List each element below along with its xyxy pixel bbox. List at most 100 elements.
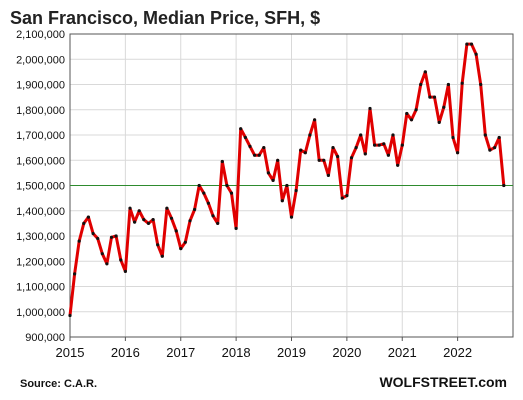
y-tick-label: 1,700,000 (16, 130, 65, 142)
data-point (423, 70, 427, 74)
data-point (405, 111, 409, 116)
data-point (294, 189, 298, 193)
data-point (451, 135, 455, 140)
data-point (469, 42, 474, 46)
y-tick-label: 2,000,000 (16, 54, 65, 66)
x-tick-label: 2018 (222, 345, 251, 360)
data-point (119, 258, 123, 262)
y-tick-label: 1,500,000 (16, 181, 65, 193)
data-point (174, 229, 178, 233)
y-tick-label: 1,200,000 (16, 256, 65, 268)
data-point (271, 178, 275, 182)
data-point (211, 214, 215, 218)
data-point (396, 163, 400, 167)
data-point (160, 254, 164, 258)
data-point (248, 144, 252, 148)
data-point (86, 215, 90, 219)
y-axis-ticks: 900,000 1,000,000 1,100,000 1,200,000 1,300,… (16, 29, 65, 344)
data-point (419, 82, 423, 87)
y-tick-label: 900,000 (25, 332, 65, 344)
brand-label: WOLFSTREET.com (379, 374, 507, 390)
data-point (234, 226, 238, 230)
data-point (391, 133, 395, 137)
data-point (340, 196, 344, 200)
data-point (317, 158, 321, 162)
y-tick-label: 1,900,000 (16, 80, 65, 92)
y-tick-label: 1,400,000 (16, 206, 65, 218)
data-point (183, 240, 187, 244)
y-tick-label: 1,100,000 (16, 282, 65, 294)
data-point (442, 105, 446, 109)
data-point (386, 153, 390, 157)
data-point (377, 143, 381, 147)
data-point (368, 106, 372, 111)
x-tick-label: 2021 (388, 345, 417, 360)
y-tick-label: 1,000,000 (16, 307, 65, 319)
data-point (474, 52, 478, 56)
data-point (437, 120, 441, 124)
data-point (114, 234, 118, 238)
series-markers (68, 42, 506, 318)
data-point (257, 153, 261, 157)
data-point (229, 191, 234, 195)
data-point (456, 151, 460, 155)
data-point (137, 209, 141, 213)
data-point (109, 235, 114, 239)
data-point (82, 221, 86, 225)
data-point (266, 171, 270, 175)
data-point (382, 142, 386, 146)
data-point (73, 272, 77, 276)
data-point (285, 183, 289, 188)
x-tick-label: 2019 (277, 345, 306, 360)
x-tick-label: 2017 (166, 345, 195, 360)
data-point (165, 206, 169, 210)
data-point (354, 146, 358, 150)
data-point (432, 95, 437, 99)
data-point (123, 269, 127, 273)
source-note: Source: C.A.R. (20, 378, 97, 390)
data-point (133, 220, 137, 224)
x-tick-label: 2015 (56, 345, 85, 360)
data-point (373, 143, 377, 147)
data-point (313, 118, 317, 122)
data-point (239, 127, 243, 131)
data-point (105, 262, 109, 266)
data-point (414, 108, 418, 112)
data-point (202, 191, 206, 195)
data-point (460, 81, 464, 85)
y-tick-label: 1,800,000 (16, 105, 65, 117)
data-point (188, 219, 192, 223)
data-point (488, 148, 492, 152)
data-point (483, 133, 487, 137)
data-point (363, 152, 367, 156)
data-point (479, 82, 483, 87)
chart-title: San Francisco, Median Price, SFH, $ (10, 8, 320, 28)
data-point (308, 133, 312, 137)
data-point (465, 42, 469, 46)
data-point (100, 252, 104, 256)
data-point (262, 146, 266, 150)
data-point (179, 247, 183, 251)
x-axis-ticks: 2015 2016 2017 2018 2019 2020 2021 2022 (56, 337, 472, 360)
data-point (331, 146, 335, 150)
y-tick-label: 2,100,000 (16, 29, 65, 41)
data-point (220, 159, 224, 164)
data-point (446, 82, 450, 87)
data-point (243, 135, 247, 140)
data-point (216, 221, 220, 225)
x-tick-label: 2016 (111, 345, 140, 360)
y-tick-label: 1,600,000 (16, 155, 65, 167)
data-point (400, 143, 404, 147)
data-point (68, 313, 72, 318)
data-point (322, 158, 326, 162)
x-tick-label: 2022 (443, 345, 472, 360)
y-tick-label: 1,300,000 (16, 231, 65, 243)
data-point (77, 239, 81, 243)
x-tick-label: 2020 (332, 345, 361, 360)
data-point (197, 183, 201, 188)
data-point (169, 216, 174, 220)
data-point (497, 135, 501, 140)
data-point (502, 183, 506, 188)
data-point (428, 95, 432, 99)
